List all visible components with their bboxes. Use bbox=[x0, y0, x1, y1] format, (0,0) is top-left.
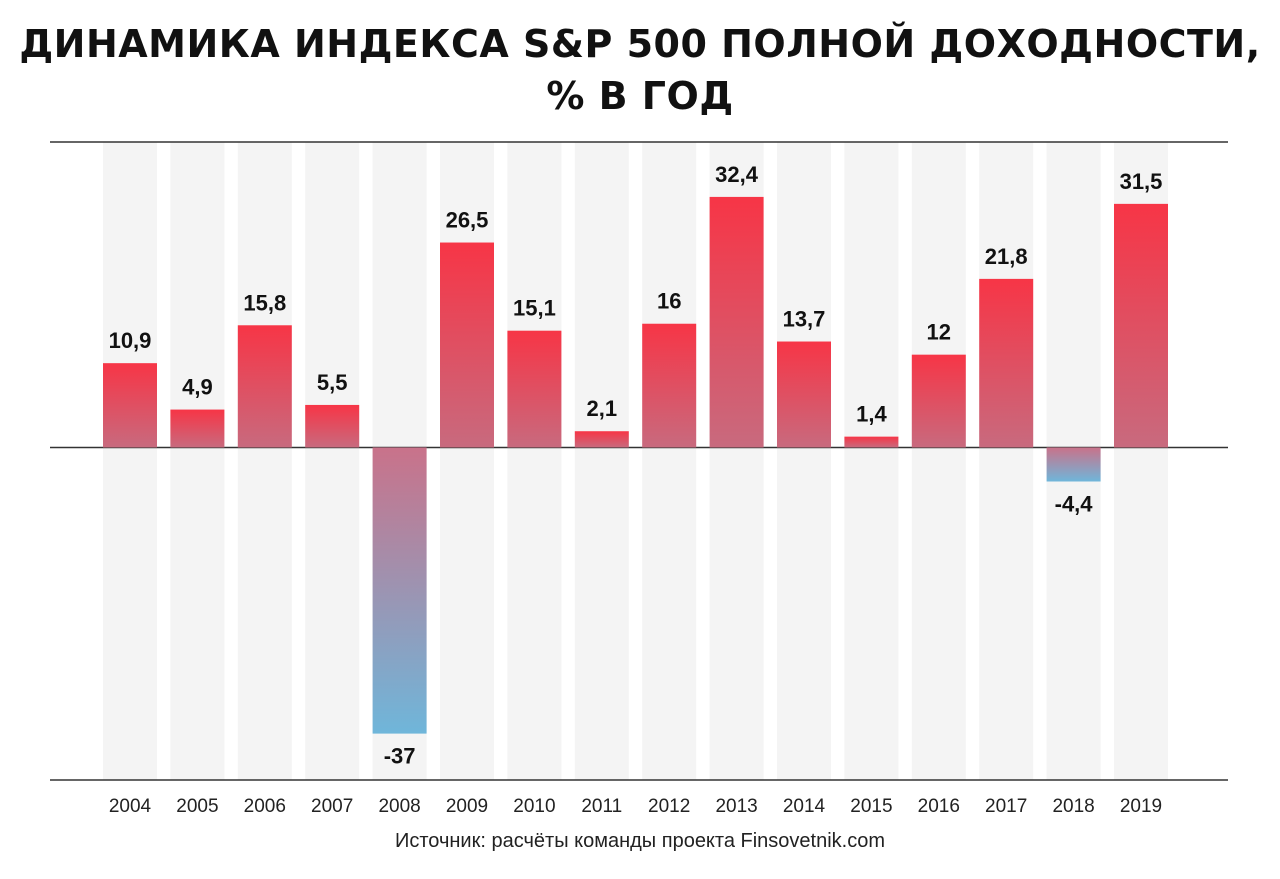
bar-2012 bbox=[642, 323, 697, 448]
value-label-2014: 13,7 bbox=[783, 307, 826, 332]
value-label-2013: 32,4 bbox=[715, 162, 759, 187]
x-tick-label-2004: 2004 bbox=[109, 796, 152, 817]
column-background-2012 bbox=[642, 142, 697, 780]
value-label-2018: -4,4 bbox=[1055, 491, 1094, 516]
x-tick-label-2015: 2015 bbox=[850, 796, 892, 817]
x-tick-label-2016: 2016 bbox=[918, 796, 960, 817]
column-background-2015 bbox=[844, 142, 899, 780]
column-background-2010 bbox=[507, 142, 562, 780]
bar-2011 bbox=[574, 431, 629, 448]
value-label-2005: 4,9 bbox=[182, 375, 213, 400]
bar-2006 bbox=[237, 325, 292, 448]
value-labels: 10,9 4,9 15,8 5,5 -37 26,5 15,1 2,1 16 32,4 13,7 1,… bbox=[109, 162, 1163, 769]
x-tick-label-2010: 2010 bbox=[513, 796, 555, 817]
x-tick-label-2018: 2018 bbox=[1052, 796, 1094, 817]
value-label-2012: 16 bbox=[657, 289, 681, 314]
bars bbox=[103, 196, 1168, 734]
bar-2009 bbox=[440, 242, 494, 448]
bar-2015 bbox=[844, 436, 899, 448]
column-background-2007 bbox=[305, 142, 360, 780]
value-label-2010: 15,1 bbox=[513, 296, 556, 321]
value-label-2009: 26,5 bbox=[446, 208, 489, 233]
value-label-2011: 2,1 bbox=[587, 396, 618, 421]
x-tick-label-2012: 2012 bbox=[648, 796, 690, 817]
x-tick-label-2017: 2017 bbox=[985, 796, 1027, 817]
column-background-2014 bbox=[777, 142, 831, 780]
x-tick-label-2019: 2019 bbox=[1120, 796, 1162, 817]
bar-2004 bbox=[103, 363, 157, 448]
chart-title: ДИНАМИКА ИНДЕКСА S&P 500 ПОЛНОЙ ДОХОДНОС… bbox=[0, 18, 1280, 122]
bar-2016 bbox=[911, 354, 966, 448]
bar-2018 bbox=[1046, 447, 1101, 482]
chart-title-line-1: ДИНАМИКА ИНДЕКСА S&P 500 ПОЛНОЙ ДОХОДНОС… bbox=[19, 22, 1261, 66]
x-tick-label-2007: 2007 bbox=[311, 796, 353, 817]
x-tick-labels: 2004 2005 2006 2007 2008 2009 2010 2011 2012 2013… bbox=[109, 796, 1162, 817]
column-backgrounds bbox=[103, 142, 1168, 780]
bar-2010 bbox=[507, 330, 562, 448]
x-tick-label-2005: 2005 bbox=[176, 796, 218, 817]
column-background-2017 bbox=[979, 142, 1034, 780]
value-label-2015: 1,4 bbox=[856, 402, 887, 427]
value-label-2016: 12 bbox=[927, 320, 951, 345]
column-background-2005 bbox=[170, 142, 225, 780]
column-background-2006 bbox=[237, 142, 292, 780]
value-label-2007: 5,5 bbox=[317, 370, 348, 395]
x-tick-label-2014: 2014 bbox=[783, 796, 826, 817]
chart-title-line-2: % В ГОД bbox=[546, 74, 734, 118]
bar-2014 bbox=[777, 341, 831, 448]
value-label-2019: 31,5 bbox=[1120, 169, 1163, 194]
x-tick-label-2011: 2011 bbox=[581, 796, 622, 817]
column-background-2011 bbox=[574, 142, 629, 780]
bar-2008 bbox=[372, 447, 427, 734]
value-label-2004: 10,9 bbox=[109, 328, 152, 353]
column-background-2009 bbox=[440, 142, 494, 780]
value-label-2006: 15,8 bbox=[243, 290, 286, 315]
column-background-2016 bbox=[911, 142, 966, 780]
bar-2007 bbox=[305, 404, 360, 448]
value-label-2008: -37 bbox=[384, 744, 416, 769]
value-label-2017: 21,8 bbox=[985, 244, 1028, 269]
bar-2005 bbox=[170, 409, 225, 448]
bar-2017 bbox=[979, 278, 1034, 448]
bar-2019 bbox=[1114, 203, 1168, 448]
source-note: Источник: расчёты команды проекта Finsov… bbox=[394, 830, 886, 852]
x-tick-label-2008: 2008 bbox=[378, 796, 420, 817]
column-background-2004 bbox=[103, 142, 157, 780]
x-tick-label-2009: 2009 bbox=[446, 796, 488, 817]
x-tick-label-2006: 2006 bbox=[244, 796, 286, 817]
bar-2013 bbox=[709, 196, 764, 448]
x-tick-label-2013: 2013 bbox=[715, 796, 757, 817]
